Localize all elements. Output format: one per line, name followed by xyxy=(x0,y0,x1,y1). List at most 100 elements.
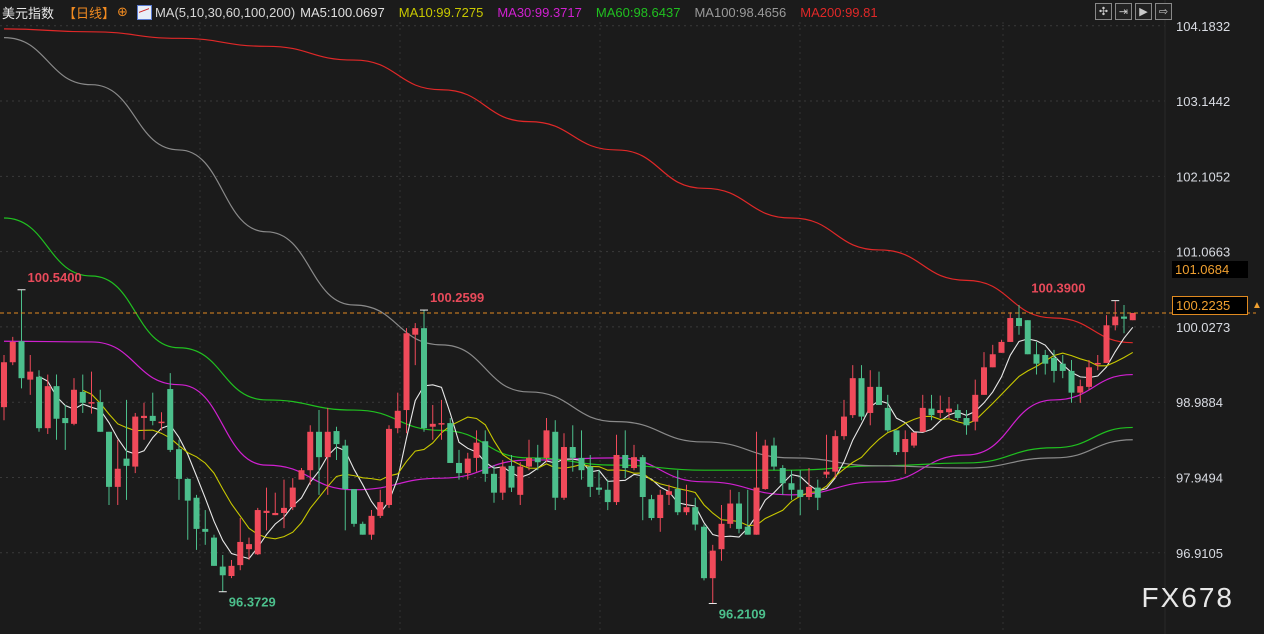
candle-body xyxy=(123,458,130,466)
ma-set-label[interactable]: MA(5,10,30,60,100,200) xyxy=(154,4,296,20)
candle xyxy=(114,439,121,505)
candle xyxy=(167,373,174,453)
candle-body xyxy=(762,445,769,490)
crosshair-icon[interactable]: ✣ xyxy=(1095,3,1112,20)
candle xyxy=(141,402,147,440)
candle xyxy=(981,352,987,395)
candle xyxy=(858,365,865,421)
candle-body xyxy=(272,512,279,516)
ma-line-ma100 xyxy=(3,36,1133,469)
candle-body xyxy=(517,466,524,495)
candle xyxy=(438,399,445,440)
candle xyxy=(106,431,112,505)
candle-body xyxy=(674,489,681,513)
candle-body xyxy=(202,528,209,532)
candle xyxy=(254,507,261,555)
candle-body xyxy=(228,565,235,576)
candle xyxy=(552,420,559,511)
candle xyxy=(526,439,532,471)
candle xyxy=(123,399,130,500)
candle xyxy=(517,462,524,505)
candle xyxy=(569,425,576,472)
candle-body xyxy=(18,341,25,379)
candle xyxy=(771,437,777,471)
candle xyxy=(1112,300,1119,331)
candle xyxy=(307,425,314,485)
candle-body xyxy=(79,391,86,403)
candle-body xyxy=(342,445,349,490)
candle-body xyxy=(307,431,314,471)
candle xyxy=(88,371,95,414)
candle-body xyxy=(412,328,419,335)
candle xyxy=(211,534,217,566)
y-tick-label: 101.0663 xyxy=(1176,245,1230,260)
candle xyxy=(779,465,786,495)
candle xyxy=(744,489,751,535)
candle-body xyxy=(324,431,331,458)
candle xyxy=(71,378,77,426)
indicator-settings-icon[interactable] xyxy=(136,4,152,20)
candle-body xyxy=(841,416,847,437)
candle-body xyxy=(963,418,970,426)
candle xyxy=(736,491,742,534)
crosshair-circle-icon[interactable]: ⊕ xyxy=(117,4,128,19)
ma-line-ma60 xyxy=(3,217,1133,471)
candle-body xyxy=(1,362,7,408)
play-icon[interactable]: ▶ xyxy=(1135,3,1152,20)
candle xyxy=(421,310,427,432)
candle-body xyxy=(438,423,445,425)
candle xyxy=(639,454,646,521)
candle-body xyxy=(657,494,664,519)
candle xyxy=(491,465,497,503)
candle xyxy=(1077,379,1084,403)
candle xyxy=(963,410,970,435)
candle-body xyxy=(289,487,296,508)
candle-body xyxy=(683,507,690,513)
candle-body xyxy=(919,407,926,432)
candle xyxy=(219,554,226,592)
candle xyxy=(867,370,874,426)
collapse-up-icon[interactable]: ▲ xyxy=(1252,300,1262,311)
candle-body xyxy=(167,389,174,450)
candle-body xyxy=(823,471,830,475)
candle xyxy=(683,484,690,516)
candle-body xyxy=(526,457,532,467)
candle xyxy=(176,439,182,500)
move-right-icon[interactable]: ⇨ xyxy=(1155,3,1172,20)
candle-body xyxy=(596,487,602,490)
candle xyxy=(1016,304,1022,335)
candle xyxy=(412,323,419,366)
candle xyxy=(403,328,410,434)
candle xyxy=(324,407,331,495)
candle-body xyxy=(482,441,489,474)
ma-value-0: MA5:100.0697 xyxy=(300,4,385,20)
candle xyxy=(62,404,69,450)
candle-body xyxy=(797,489,804,498)
candle-body xyxy=(254,510,261,555)
candle-body xyxy=(1086,367,1092,387)
candle-body xyxy=(946,408,952,413)
candle-body xyxy=(1068,370,1075,393)
price-box-upper: 101.0684 xyxy=(1172,261,1248,278)
candle-body xyxy=(648,499,655,519)
candle xyxy=(1086,360,1092,390)
candle-body xyxy=(1051,357,1057,371)
chart-legend: 美元指数 【日线】 ⊕ MA(5,10,30,60,100,200) MA5:1… xyxy=(2,3,892,21)
candle xyxy=(342,439,349,531)
candle xyxy=(797,470,804,516)
candle xyxy=(788,470,795,500)
period-selector[interactable]: 【日线】 xyxy=(63,5,116,21)
candle-body xyxy=(753,487,760,535)
candle-body xyxy=(578,457,585,471)
ma-value-3: MA60:98.6437 xyxy=(595,4,681,20)
zoom-range-icon[interactable]: ⇥ xyxy=(1115,3,1132,20)
candle xyxy=(954,404,961,421)
candle xyxy=(377,489,384,519)
candle-body xyxy=(141,415,147,419)
candle xyxy=(272,492,279,516)
candle xyxy=(18,289,25,389)
candle xyxy=(368,510,375,540)
candle xyxy=(263,487,270,531)
candle xyxy=(1129,312,1136,321)
